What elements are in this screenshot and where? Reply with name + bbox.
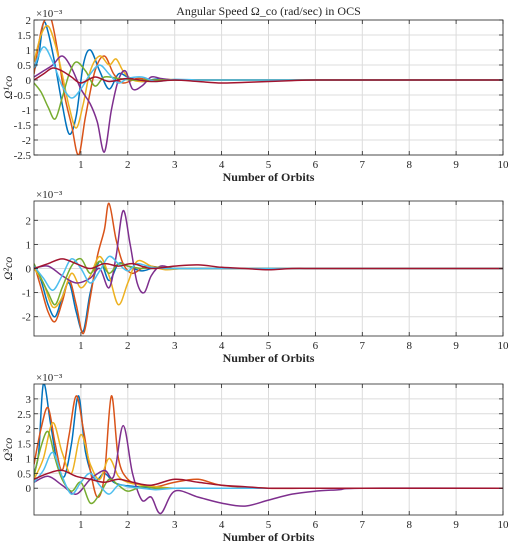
x-tick-label: 6 bbox=[313, 519, 319, 531]
x-tick-label: 9 bbox=[453, 159, 459, 171]
series-line-7 bbox=[34, 469, 503, 490]
series-line-6 bbox=[34, 46, 503, 99]
series-line-7 bbox=[34, 67, 503, 84]
y-tick-label: 1 bbox=[26, 45, 32, 57]
y-tick-label: 2 bbox=[26, 15, 32, 27]
x-tick-label: 8 bbox=[406, 340, 412, 352]
x-tick-label: 3 bbox=[172, 519, 178, 531]
y-exponent-label: ×10⁻³ bbox=[36, 8, 63, 20]
x-axis-label: Number of Orbits bbox=[223, 351, 315, 365]
x-tick-label: 1 bbox=[78, 519, 84, 531]
x-tick-label: 2 bbox=[125, 159, 131, 171]
chart-panel-2: 1 2 3 4 5 6 7 8 9 10 -2 -1 0 1 2 ×10⁻³ Number of Orbits Ω… bbox=[1, 189, 509, 365]
y-tick-label: -2 bbox=[22, 135, 31, 147]
y-tick-label: -2.5 bbox=[14, 150, 32, 162]
x-tick-label: 6 bbox=[313, 340, 319, 352]
y-tick-label: 1 bbox=[26, 453, 32, 465]
y-tick-label: -1 bbox=[22, 105, 31, 117]
x-tick-label: 5 bbox=[266, 519, 272, 531]
y-tick-label: -2 bbox=[22, 312, 31, 324]
y-exponent-label: ×10⁻³ bbox=[36, 189, 63, 201]
x-tick-label: 8 bbox=[406, 159, 412, 171]
y-axis-label: Ω¹co bbox=[1, 76, 15, 100]
y-exponent-label: ×10⁻³ bbox=[36, 372, 63, 384]
x-tick-label: 5 bbox=[266, 159, 272, 171]
x-tick-label: 4 bbox=[219, 159, 225, 171]
y-tick-label: -1.5 bbox=[14, 120, 32, 132]
x-tick-label: 4 bbox=[219, 340, 225, 352]
y-tick-label: 1.5 bbox=[17, 30, 31, 42]
x-tick-label: 1 bbox=[78, 340, 84, 352]
x-tick-label: 3 bbox=[172, 159, 178, 171]
chart-panel-3: 1 2 3 4 5 6 7 8 9 10 0 0.5 1 1.5 2 2.5 3 ×10⁻³ Number of O… bbox=[1, 372, 509, 544]
x-axis-label: Number of Orbits bbox=[223, 530, 315, 544]
x-tick-label: 4 bbox=[219, 519, 225, 531]
y-axis-label: Ω²co bbox=[1, 257, 15, 281]
y-tick-label: 2 bbox=[26, 215, 32, 227]
x-tick-label: 7 bbox=[360, 340, 366, 352]
x-tick-label: 10 bbox=[498, 159, 510, 171]
y-tick-label: -1 bbox=[22, 288, 31, 300]
series-group bbox=[34, 384, 503, 515]
y-axis-label: Ω³co bbox=[1, 438, 15, 462]
x-tick-label: 6 bbox=[313, 159, 319, 171]
series-group bbox=[34, 202, 503, 335]
y-tick-label: -0.5 bbox=[14, 90, 32, 102]
y-tick-label: 0 bbox=[26, 483, 32, 495]
x-tick-label: 2 bbox=[125, 519, 131, 531]
x-tick-label: 10 bbox=[498, 340, 510, 352]
x-tick-label: 8 bbox=[406, 519, 412, 531]
y-tick-label: 3 bbox=[26, 394, 32, 406]
x-tick-label: 9 bbox=[453, 519, 459, 531]
series-line-7 bbox=[34, 258, 503, 271]
y-tick-label: 0 bbox=[26, 75, 32, 87]
x-tick-label: 10 bbox=[498, 519, 510, 531]
x-tick-label: 2 bbox=[125, 340, 131, 352]
y-tick-label: 2.5 bbox=[17, 409, 31, 421]
y-tick-label: 0 bbox=[26, 264, 32, 276]
x-tick-label: 7 bbox=[360, 519, 366, 531]
x-axis-label: Number of Orbits bbox=[223, 170, 315, 184]
y-tick-label: 2 bbox=[26, 424, 32, 436]
x-tick-label: 5 bbox=[266, 340, 272, 352]
y-tick-label: 1 bbox=[26, 239, 32, 251]
x-tick-label: 7 bbox=[360, 159, 366, 171]
y-tick-label: 1.5 bbox=[17, 439, 31, 451]
chart-title: Angular Speed Ω_co (rad/sec) in OCS bbox=[176, 4, 361, 18]
x-tick-label: 1 bbox=[78, 159, 84, 171]
chart-panel-1: 1 2 3 4 5 6 7 8 9 10 -2.5 -2 -1.5 -1 -0.5 0 0.5 1 1.5 2 ×10⁻… bbox=[1, 4, 509, 184]
y-tick-label: 0.5 bbox=[17, 60, 31, 72]
series-line-6 bbox=[34, 451, 503, 495]
series-line-4 bbox=[34, 424, 503, 515]
series-group bbox=[34, 20, 503, 155]
x-tick-label: 9 bbox=[453, 340, 459, 352]
x-tick-label: 3 bbox=[172, 340, 178, 352]
y-tick-label: 0.5 bbox=[17, 468, 31, 480]
